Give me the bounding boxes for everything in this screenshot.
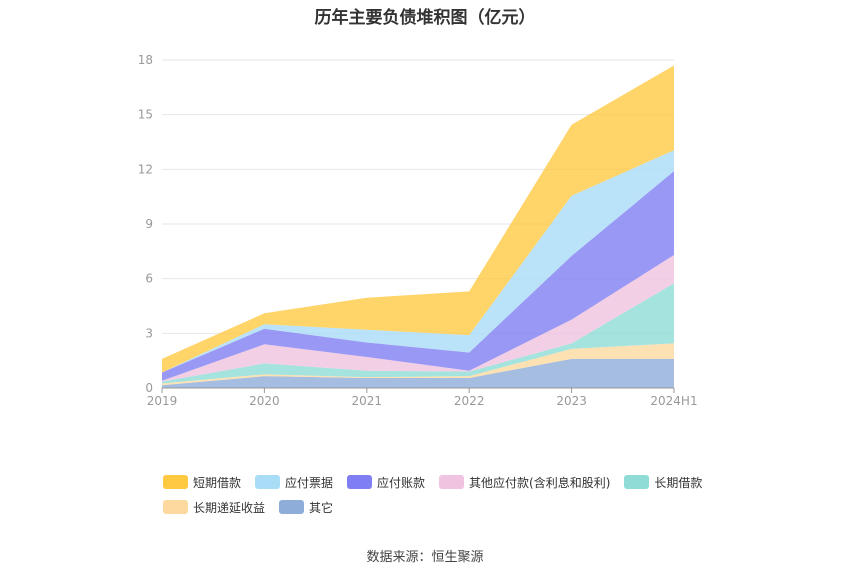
y-tick-label: 9: [145, 217, 153, 231]
chart-title: 历年主要负债堆积图（亿元）: [314, 8, 536, 28]
legend-item[interactable]: 应付票据: [255, 472, 333, 492]
y-tick-label: 6: [145, 272, 153, 286]
legend-swatch: [163, 475, 188, 489]
y-tick-label: 0: [145, 381, 153, 395]
area-series: [162, 150, 674, 373]
y-tick-label: 12: [138, 162, 153, 176]
source-note: 数据来源：恒生聚源: [366, 550, 484, 565]
y-tick-label: 18: [138, 53, 153, 67]
legend-swatch: [439, 475, 465, 489]
x-tick-label: 2023: [556, 394, 587, 408]
area-series: [162, 283, 674, 384]
x-tick-label: 2020: [249, 394, 280, 408]
x-tick-label: 2019: [147, 394, 178, 408]
legend-swatch: [279, 500, 305, 514]
legend-swatch: [163, 500, 188, 514]
x-tick-label: 2021: [352, 394, 383, 408]
legend-label: 应付账款: [377, 475, 426, 490]
legend-item[interactable]: 长期借款: [624, 472, 702, 492]
x-tick-label: 2024H1: [650, 394, 697, 408]
legend-item[interactable]: 长期递延收益: [163, 497, 265, 517]
x-tick-label: 2022: [454, 394, 485, 408]
area-series: [162, 358, 674, 388]
area-series: [162, 171, 674, 381]
legend-label: 其它: [309, 500, 334, 515]
legend-label: 应付票据: [285, 475, 334, 490]
y-tick-label: 15: [138, 108, 153, 122]
legend-item[interactable]: 短期借款: [163, 472, 241, 492]
legend-item[interactable]: 应付账款: [347, 472, 425, 492]
legend-label: 短期借款: [193, 475, 242, 490]
area-series: [162, 65, 674, 373]
legend-swatch: [347, 475, 373, 489]
chart-plot: 0 3 6 9 12 15 18 2019 2020 2021 2022 2023 2024H1: [138, 53, 698, 408]
area-series: [162, 254, 674, 382]
area-series: [162, 343, 674, 386]
legend-label: 长期递延收益: [193, 500, 266, 515]
legend-swatch: [624, 475, 650, 489]
legend-label: 长期借款: [654, 475, 703, 490]
y-tick-label: 3: [145, 326, 153, 340]
legend-swatch: [255, 475, 281, 489]
legend-item[interactable]: 其他应付款(含利息和股利): [439, 472, 610, 492]
legend-item[interactable]: 其它: [279, 497, 333, 517]
legend-label: 其他应付款(含利息和股利): [469, 475, 611, 490]
chart-legend: 短期借款 应付票据 应付账款 其他应付款(含利息和股利) 长期借款长期递延收益 其它: [163, 472, 723, 517]
